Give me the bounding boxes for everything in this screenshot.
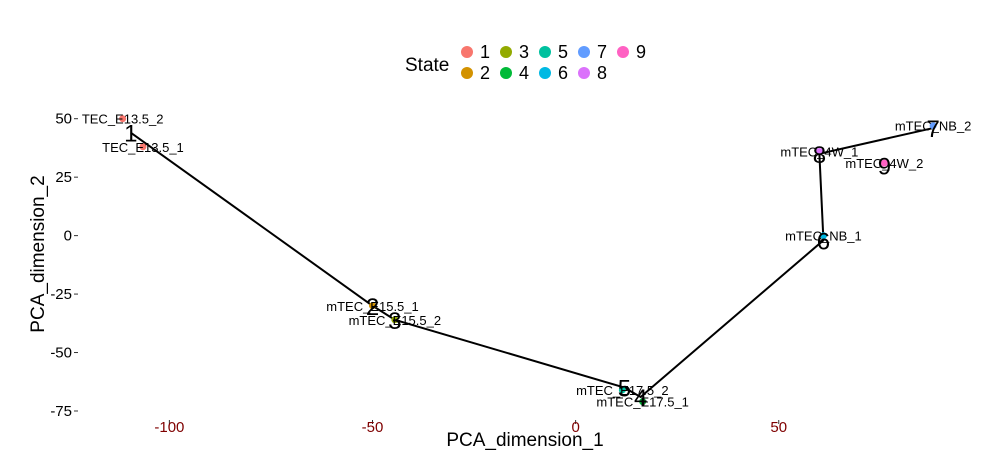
trajectory-node-label: 9 <box>878 153 891 180</box>
x-tick-label: 0 <box>571 419 579 436</box>
legend-swatch <box>500 46 512 58</box>
trajectory-node-label: 3 <box>388 308 401 335</box>
x-tick-label: -100 <box>154 419 184 436</box>
legend-swatch <box>578 67 590 79</box>
legend-label: 4 <box>519 63 529 83</box>
legend-swatch <box>461 46 473 58</box>
trajectory-node-label: 7 <box>926 116 939 143</box>
legend-label: 3 <box>519 42 529 62</box>
trajectory-node-label: 1 <box>124 121 137 148</box>
sample-point <box>819 232 827 240</box>
sample-label: mTEC_E15.5_1 <box>326 299 419 314</box>
legend-swatch <box>539 67 551 79</box>
legend-swatch <box>578 46 590 58</box>
sample-point <box>119 115 127 123</box>
x-tick-label: 50 <box>770 419 787 436</box>
trajectory-node-label: 8 <box>813 142 826 169</box>
axes: PCA_dimension_1 PCA_dimension_2 50250-25… <box>28 111 787 451</box>
sample-label: mTEC_E15.5_2 <box>349 313 442 328</box>
y-tick-label: -75 <box>50 403 72 420</box>
legend-label: 9 <box>636 42 646 62</box>
legend-label: 6 <box>558 63 568 83</box>
sample-label: mTEC_NB_2 <box>895 119 972 134</box>
y-axis-title: PCA_dimension_2 <box>28 175 49 332</box>
legend-title: State <box>405 55 449 76</box>
legend: State 12 34 56 78 9 <box>405 42 646 83</box>
legend-label: 5 <box>558 42 568 62</box>
sample-point <box>139 143 147 151</box>
legend-swatch <box>539 46 551 58</box>
trajectory-node-label: 5 <box>618 376 631 403</box>
sample-label: TEC_E13.5_1 <box>102 140 184 155</box>
y-tick-label: -25 <box>50 286 72 303</box>
sample-label: mTEC_4W_2 <box>845 156 923 171</box>
x-tick-label: -50 <box>362 419 384 436</box>
legend-label: 2 <box>480 63 490 83</box>
y-tick-label: -50 <box>50 345 72 362</box>
sample-label: mTEC_E17.5_2 <box>576 383 669 398</box>
sample-label: TEC_E13.5_2 <box>82 112 164 127</box>
trajectory-node-label: 6 <box>817 228 830 255</box>
sample-point <box>618 386 626 394</box>
trajectory-node-label: 2 <box>366 294 379 321</box>
legend-swatch <box>617 46 629 58</box>
legend-swatch <box>461 67 473 79</box>
trajectory-node-label: 4 <box>634 385 647 412</box>
legend-label: 7 <box>597 42 607 62</box>
y-tick-label: 50 <box>55 111 72 128</box>
sample-point <box>391 316 399 324</box>
legend-swatch <box>500 67 512 79</box>
sample-point <box>639 398 647 406</box>
sample-label: mTEC_E17.5_1 <box>596 395 689 410</box>
sample-point <box>369 302 376 310</box>
trajectory-line <box>130 127 934 399</box>
sample-point <box>929 122 937 130</box>
sample-label: mTEC_4W_1 <box>780 144 858 159</box>
y-tick-label: 25 <box>55 169 72 186</box>
sample-label: mTEC_NB_1 <box>785 229 862 244</box>
x-axis-title: PCA_dimension_1 <box>446 430 603 451</box>
legend-label: 8 <box>597 63 607 83</box>
y-tick-label: 0 <box>64 228 72 245</box>
plot-area: TEC_E13.5_2TEC_E13.5_1mTEC_E15.5_1mTEC_E… <box>82 112 972 412</box>
sample-point <box>815 147 823 155</box>
legend-label: 1 <box>480 42 490 62</box>
sample-point <box>880 159 888 167</box>
